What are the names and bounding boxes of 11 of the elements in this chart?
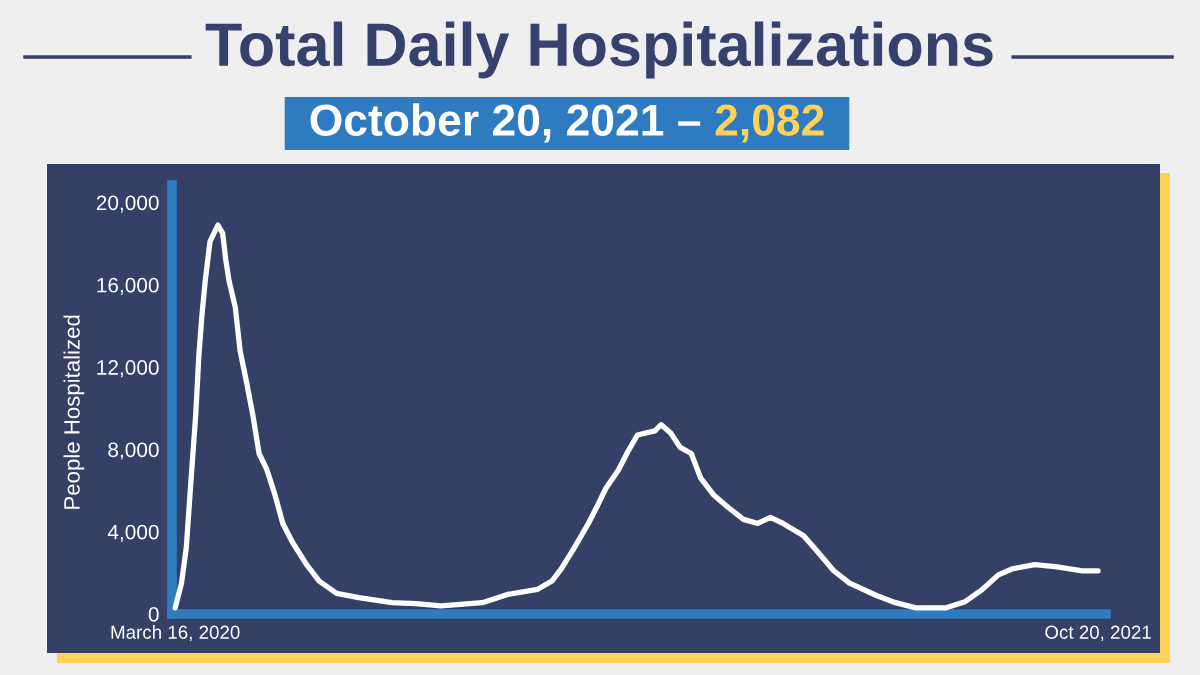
y-tick-label: 20,000 [96,195,159,213]
chart-subtitle: October 20, 2021 – 2,082 [310,103,824,143]
y-tick-label: 12,000 [97,360,159,378]
y-tick-label: 0 [148,607,159,622]
x-tick-label: Oct 20, 2021 [1045,625,1151,642]
y-tick-label: 4,000 [107,524,159,542]
y-tick-label: 8,000 [108,442,159,460]
x-tick-label: March 16, 2020 [111,625,240,642]
y-tick-label: 16,000 [97,277,159,296]
y-axis-title: People Hospitalized [63,315,85,509]
chart-title: Total Daily Hospitalizations [205,21,993,79]
